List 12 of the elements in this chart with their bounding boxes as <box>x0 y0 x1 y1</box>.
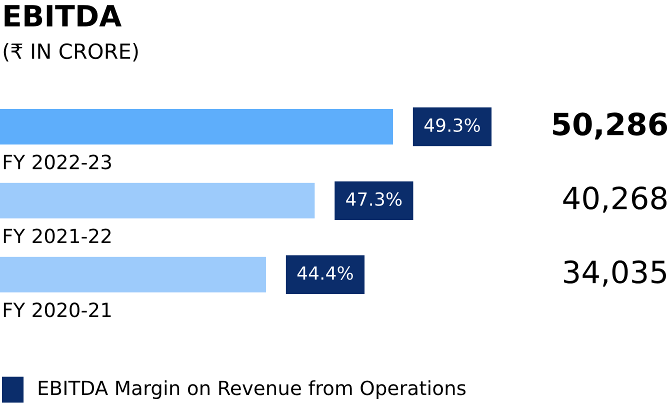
annotation: 44.4% <box>297 266 353 280</box>
data-label: 50,286 <box>553 112 667 140</box>
data-label: 40,268 <box>563 186 667 213</box>
y-tick-label: FY 2020-21 <box>4 302 111 318</box>
chart-subtitle: (₹ IN CRORE) <box>4 42 138 62</box>
text: 49.3% <box>424 118 480 132</box>
y-tick-label: FY 2022-23 <box>4 154 111 170</box>
data-label: 34,035 <box>564 260 666 287</box>
annotation: 47.3% <box>346 192 402 206</box>
y-tick-label: FY 2021-22 <box>4 228 111 244</box>
chart-title: EBITDA <box>4 5 122 26</box>
text: EBITDA Margin on Revenue from Operations <box>38 380 466 400</box>
